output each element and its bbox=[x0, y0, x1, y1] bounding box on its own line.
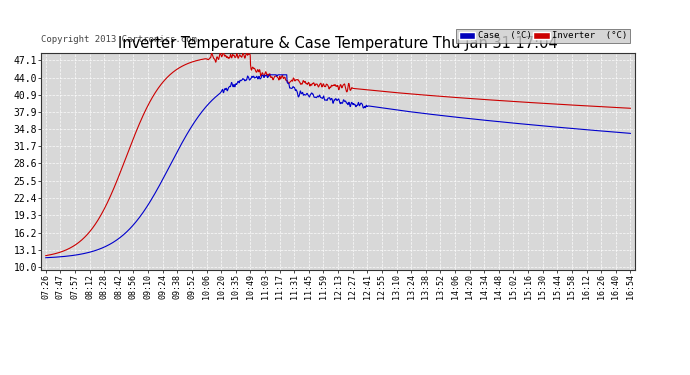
Text: Copyright 2013 Cartronics.com: Copyright 2013 Cartronics.com bbox=[41, 35, 197, 44]
Legend: Case  (°C), Inverter  (°C): Case (°C), Inverter (°C) bbox=[456, 29, 630, 43]
Title: Inverter Temperature & Case Temperature Thu Jan 31 17:04: Inverter Temperature & Case Temperature … bbox=[118, 36, 558, 51]
